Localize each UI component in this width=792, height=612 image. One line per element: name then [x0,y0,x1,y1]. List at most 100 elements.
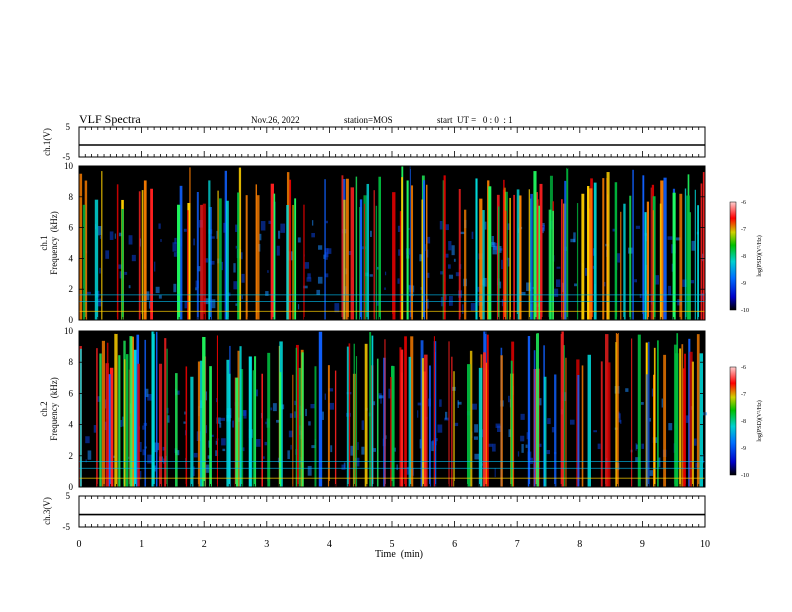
ch3-ytick-top: 5 [66,491,71,501]
spectral-streak [190,376,194,487]
spectral-noise [451,245,455,256]
spectral-noise [570,238,576,243]
spectral-streak [688,338,691,487]
spectral-noise [454,422,459,427]
spectral-streak [400,349,404,487]
spectral-streak [378,176,381,320]
colorbar-tick-label: -9 [741,281,746,287]
spectral-noise [618,411,620,419]
spectral-noise [603,281,606,287]
spectral-streak [301,352,304,487]
spectral-noise [397,278,400,284]
date-label: Nov.26, 2022 [251,115,300,125]
spectral-noise [551,427,555,433]
spectral-streak [530,193,533,320]
spectral-noise [334,303,340,313]
spectral-streak [478,367,483,487]
spectral-streak [138,191,141,320]
spectral-streak [581,365,584,487]
spectral-streak [391,366,395,487]
spectral-noise [379,395,384,399]
spectral-streak [125,354,129,487]
spectral-noise [361,446,365,455]
spectral-noise [158,295,162,299]
ch2-colorbar-label: log(PSD)(V²/Hz) [756,400,763,441]
ch1-ytick-bottom: -5 [63,152,71,162]
spectral-streak [292,374,294,487]
spectral-noise [280,223,286,233]
spectral-noise [294,400,298,406]
spectral-noise [297,237,301,243]
spectral-noise [303,285,308,289]
spectral-noise [661,398,663,408]
spectral-noise [330,445,333,453]
spectral-streak [228,373,231,487]
spectral-streak [150,188,153,320]
spectral-streak [359,199,363,320]
ch1-ytick-top: 5 [66,122,71,132]
spectral-streak [451,356,453,487]
spectral-noise [525,444,528,448]
spectral-streak [679,193,683,320]
spectral-streak [289,179,292,320]
spectral-noise [380,394,382,404]
time-tick-label: 8 [577,539,582,550]
spectral-noise [649,417,651,422]
spectral-noise [355,457,360,467]
spectral-streak [681,344,684,487]
spectral-noise [311,445,316,449]
spectral-streak [648,341,650,487]
spectral-streak [518,195,522,320]
time-tick-label: 4 [327,539,332,550]
spectral-noise [195,287,198,291]
chart-title: VLF Spectra [79,112,141,126]
time-tick-label: 2 [202,539,207,550]
ch1-frequency-tick-label: 10 [64,161,74,171]
spectral-streak [600,361,603,487]
spectral-streak [141,190,144,320]
spectral-streak [369,332,372,487]
spectral-noise [162,458,165,464]
spectral-noise [233,281,239,290]
spectral-noise [152,442,158,453]
spectral-noise [113,455,115,458]
spectral-noise [326,248,332,254]
spectral-noise [205,464,210,473]
spectral-noise [210,434,214,437]
spectral-noise [220,417,226,421]
spectral-streak [593,182,597,320]
spectral-streak [620,211,622,320]
spectral-streak [510,360,513,487]
spectral-noise [636,444,638,450]
spectral-noise [675,237,681,241]
spectral-noise [93,425,97,433]
spectral-streak [614,182,618,320]
time-tick-label: 3 [264,539,269,550]
ch2-frequency-tick-label: 2 [69,451,74,461]
spectral-streak [443,175,446,320]
spectral-streak [565,357,567,487]
spectral-streak [426,184,428,320]
spectral-streak [500,355,503,487]
spectral-noise [287,450,290,460]
ch1-spectrogram-ylabel-channel: ch.1 [39,235,49,250]
spectral-noise [474,453,480,460]
spectral-streak [475,178,478,320]
spectral-noise [260,221,266,231]
spectral-noise [625,388,629,392]
spectral-noise [109,231,114,240]
spectral-streak [118,355,121,487]
spectral-streak [581,193,585,320]
spectral-streak [697,205,699,320]
spectral-streak [539,183,543,320]
spectral-noise [87,450,92,460]
spectral-streak [295,347,297,487]
spectral-noise [264,441,268,446]
spectral-streak [151,331,155,487]
spectral-noise [542,227,544,234]
spectral-noise [193,238,195,246]
spectral-noise [376,266,379,270]
spectral-noise [530,457,534,465]
ch2-colorbar: -6 -7 -8 -9 -10 log(PSD)(V²/Hz) [729,365,763,479]
spectral-streak [353,343,355,487]
